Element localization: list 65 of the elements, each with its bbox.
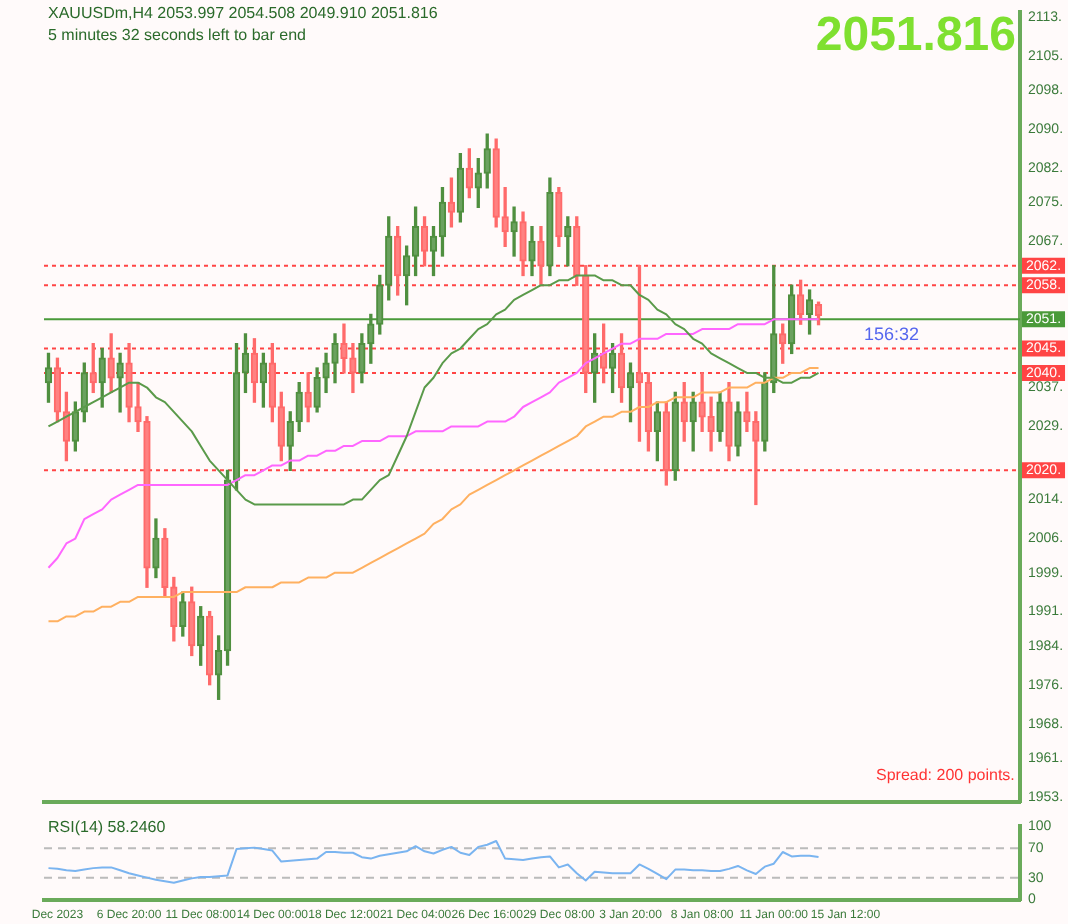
candlestick xyxy=(510,206,518,257)
candlestick xyxy=(519,211,527,277)
annotation: 2051.816 xyxy=(815,8,1016,62)
candlestick xyxy=(349,343,357,394)
candlestick xyxy=(241,333,250,394)
candlestick xyxy=(411,206,420,277)
candlestick xyxy=(304,372,312,423)
candlestick xyxy=(340,323,348,374)
candlestick xyxy=(394,226,402,296)
candlestick xyxy=(152,518,160,579)
candlestick xyxy=(116,352,124,413)
candlestick xyxy=(716,391,724,442)
candlestick xyxy=(53,357,62,423)
candlestick xyxy=(71,401,79,452)
candlestick xyxy=(805,289,814,335)
candlestick xyxy=(752,411,760,506)
chart-title: RSI(14) 58.2460 xyxy=(48,818,166,836)
candlestick xyxy=(734,401,742,457)
candlestick xyxy=(626,362,635,423)
candlestick xyxy=(179,591,187,637)
annotation: Spread: 200 points. xyxy=(876,766,1015,784)
candlestick xyxy=(492,138,500,228)
candlestick xyxy=(546,177,554,277)
candlestick xyxy=(420,216,429,267)
candlestick xyxy=(779,323,787,364)
candlestick xyxy=(564,216,572,267)
candlestick xyxy=(653,401,662,462)
candlestick xyxy=(205,610,214,686)
candlestick xyxy=(456,153,465,223)
candlestick xyxy=(89,343,97,394)
candlestick xyxy=(555,187,563,247)
candlestick xyxy=(680,381,688,442)
candlestick xyxy=(796,279,805,325)
candlestick xyxy=(188,586,196,657)
candlestick xyxy=(725,381,733,462)
candlestick xyxy=(528,226,536,277)
candlestick xyxy=(501,187,509,247)
candlestick xyxy=(125,343,133,423)
annotation: 156:32 xyxy=(864,324,920,344)
candlestick xyxy=(331,333,339,384)
candlestick xyxy=(537,226,545,286)
annotation: 5 minutes 32 seconds left to bar end xyxy=(48,26,306,44)
candlestick xyxy=(599,323,608,384)
candlestick xyxy=(107,333,115,394)
candlestick xyxy=(44,352,53,403)
candlestick xyxy=(743,391,751,433)
candlestick xyxy=(662,401,670,486)
candlestick xyxy=(608,343,617,394)
candlestick xyxy=(573,216,581,286)
candlestick xyxy=(313,367,321,413)
candlestick xyxy=(707,396,715,452)
candlestick xyxy=(259,352,268,408)
candlestick xyxy=(277,391,285,462)
candlestick xyxy=(232,343,241,491)
candlestick xyxy=(483,133,491,189)
candlestick xyxy=(671,391,679,481)
candlestick xyxy=(689,391,697,452)
candlestick xyxy=(698,372,706,433)
chart-title: XAUUSDm,H4 2053.997 2054.508 2049.910 2051.816 xyxy=(48,4,438,22)
candlestick xyxy=(402,245,411,306)
candlestick xyxy=(447,177,456,228)
candlestick xyxy=(635,265,644,442)
candlestick xyxy=(268,343,276,423)
candlestick xyxy=(814,301,823,326)
candlestick xyxy=(385,216,393,301)
